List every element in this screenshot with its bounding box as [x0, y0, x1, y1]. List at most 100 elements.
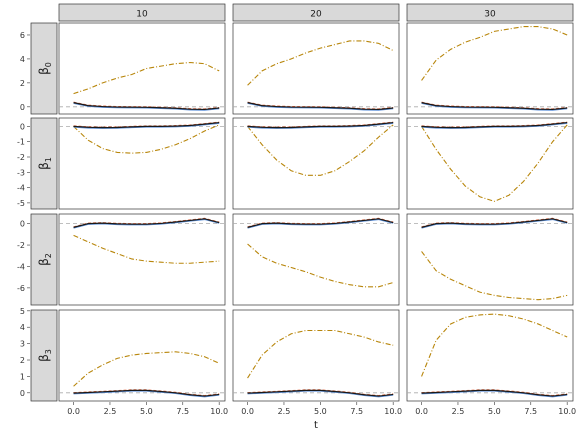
- panel: [232, 309, 400, 402]
- x-tick-label: 10.0: [210, 407, 228, 416]
- series-line-black: [247, 389, 394, 397]
- y-tick-label: 0: [20, 389, 25, 398]
- series-line-gold-dotdash: [421, 251, 568, 301]
- panel: [58, 117, 226, 210]
- row-strip-subscript: 0: [44, 62, 53, 67]
- row-strip-label: β1: [37, 157, 53, 170]
- row-strip-symbol: β: [37, 354, 51, 362]
- x-tick-label: 2.5: [452, 407, 465, 416]
- y-tick-label: -6: [17, 284, 25, 293]
- series-line-black: [421, 102, 568, 111]
- x-tick-label: 2.5: [104, 407, 117, 416]
- panel: [58, 22, 226, 115]
- row-strip: [30, 22, 58, 115]
- series-line-gold-dotdash: [73, 124, 220, 154]
- row-strip-label: β3: [37, 349, 53, 362]
- panel: [406, 213, 574, 306]
- y-tick-label: 0: [20, 122, 25, 131]
- series-line-gold-dotdash: [73, 351, 220, 387]
- series-line-gold-dotdash: [247, 243, 394, 288]
- series-line-black: [421, 389, 568, 397]
- panel: [232, 117, 400, 210]
- x-tick-label: 7.5: [524, 407, 537, 416]
- series-line-gold-dotdash: [421, 124, 568, 202]
- panel-border: [232, 213, 400, 306]
- series-line-black: [421, 121, 568, 129]
- row-strip: [30, 213, 58, 306]
- row-strip-subscript: 3: [44, 349, 53, 354]
- row-strip-symbol: β: [37, 67, 51, 75]
- x-tick-label: 0.0: [67, 407, 80, 416]
- col-strip-label: 10: [136, 10, 148, 20]
- panel-border: [406, 117, 574, 210]
- col-strip: [406, 3, 574, 22]
- y-tick-label: 2: [20, 356, 25, 365]
- col-strip-label: 20: [310, 10, 322, 20]
- y-tick-label: 4: [20, 55, 25, 64]
- y-tick-label: -2: [17, 153, 25, 162]
- panel-border: [232, 22, 400, 115]
- y-tick-label: 2: [20, 79, 25, 88]
- series-line-black: [247, 102, 394, 111]
- col-strip-label: 30: [484, 10, 496, 20]
- panel-border: [232, 309, 400, 402]
- series-line-black: [73, 102, 220, 111]
- series-line-gold-dotdash: [421, 313, 568, 377]
- series-line-black: [421, 218, 568, 228]
- series-line-black: [73, 121, 220, 129]
- y-tick-label: -3: [17, 168, 25, 177]
- panel-border: [232, 117, 400, 210]
- x-tick-label: 0.0: [241, 407, 254, 416]
- y-tick-label: -1: [17, 138, 25, 147]
- panel-border: [58, 213, 226, 306]
- panel-border: [58, 22, 226, 115]
- x-tick-label: 7.5: [176, 407, 189, 416]
- series-line-gold-dotdash: [247, 124, 394, 176]
- panel: [406, 22, 574, 115]
- row-strip-subscript: 1: [44, 157, 53, 162]
- series-line-gold-dotdash: [247, 40, 394, 86]
- y-tick-label: -5: [17, 199, 25, 208]
- panel: [58, 213, 226, 306]
- panel: [58, 309, 226, 402]
- x-tick-label: 5.0: [314, 407, 327, 416]
- y-tick-label: 6: [20, 31, 25, 40]
- x-axis-title: t: [314, 420, 318, 431]
- row-strip-symbol: β: [37, 258, 51, 266]
- panel: [406, 309, 574, 402]
- row-strip-label: β2: [37, 253, 53, 266]
- panel: [232, 213, 400, 306]
- x-tick-label: 0.0: [415, 407, 428, 416]
- series-line-gold-dotdash: [421, 26, 568, 81]
- panel-border: [406, 22, 574, 115]
- series-line-black: [73, 389, 220, 397]
- panel-border: [58, 309, 226, 402]
- col-strip: [58, 3, 226, 22]
- panel-border: [406, 213, 574, 306]
- row-strip-subscript: 2: [44, 253, 53, 258]
- y-tick-label: -2: [17, 241, 25, 250]
- x-tick-label: 10.0: [558, 407, 576, 416]
- panel-border: [58, 117, 226, 210]
- series-line-black: [247, 218, 394, 228]
- y-tick-label: 1: [20, 372, 25, 381]
- series-line-gold-dotdash: [73, 61, 220, 95]
- x-tick-label: 7.5: [350, 407, 363, 416]
- x-tick-label: 5.0: [488, 407, 501, 416]
- row-strip-label: β0: [37, 62, 53, 75]
- row-strip: [30, 309, 58, 402]
- y-tick-label: 4: [20, 323, 25, 332]
- x-tick-label: 2.5: [278, 407, 291, 416]
- panel-border: [406, 309, 574, 402]
- series-line-gold-dotdash: [73, 234, 220, 264]
- x-tick-label: 5.0: [140, 407, 153, 416]
- panel: [232, 22, 400, 115]
- series-line-black: [247, 121, 394, 129]
- row-strip: [30, 117, 58, 210]
- y-tick-label: 3: [20, 340, 25, 349]
- row-strip-symbol: β: [37, 162, 51, 170]
- col-strip: [232, 3, 400, 22]
- y-tick-label: 0: [20, 103, 25, 112]
- y-tick-label: -4: [17, 262, 25, 271]
